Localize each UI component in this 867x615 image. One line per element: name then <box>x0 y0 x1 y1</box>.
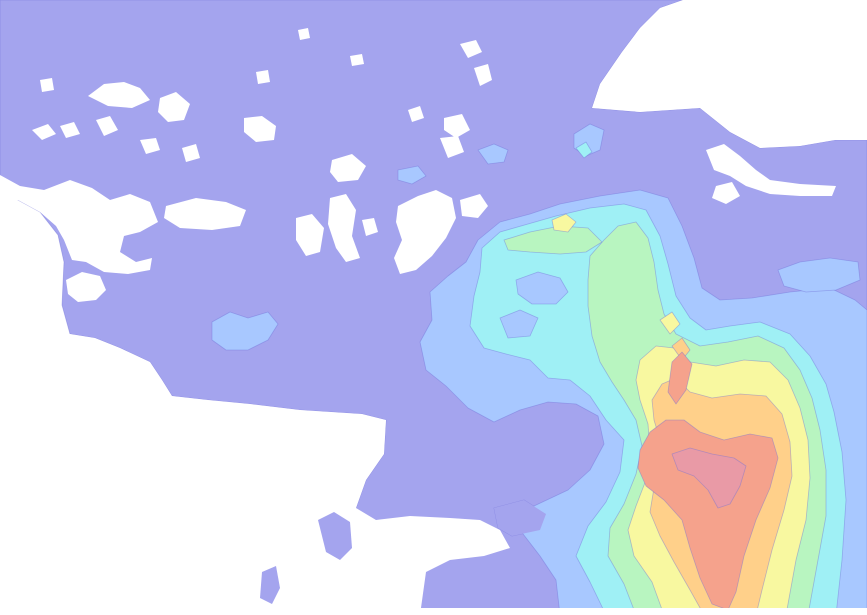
land-south-inlet-a <box>318 512 352 560</box>
island-northwest-9 <box>40 78 54 92</box>
island-central-3 <box>296 214 324 256</box>
island-north-2 <box>474 64 492 86</box>
island-northwest-1 <box>88 82 150 108</box>
island-central-5 <box>394 190 456 274</box>
band-level-8 <box>671 447 747 509</box>
island-northwest-5 <box>96 116 118 136</box>
band-level-7-streak <box>667 351 693 405</box>
land-south-inlet-c <box>494 500 546 536</box>
island-north-7 <box>444 114 470 138</box>
land-islands <box>0 28 836 456</box>
island-northwest-2 <box>158 92 190 122</box>
island-northwest-3 <box>32 124 56 140</box>
island-central-4 <box>328 194 360 262</box>
band-level-8-peak <box>671 447 747 509</box>
island-east-1 <box>706 144 836 196</box>
band-level-5-spot-mid <box>659 311 681 335</box>
island-northwest-6 <box>140 138 160 154</box>
island-northwest-8 <box>244 116 276 142</box>
land-northeast <box>592 0 867 148</box>
band-level-2-blob-north <box>477 143 509 165</box>
island-central-6 <box>460 194 488 218</box>
island-west-coast <box>0 175 158 274</box>
band-level-2-blob-west <box>211 311 279 351</box>
band-level-5-spot-north <box>551 213 577 233</box>
island-north-6 <box>408 106 424 122</box>
island-north-5 <box>256 70 270 84</box>
island-north-4 <box>298 28 310 40</box>
island-north-8 <box>440 136 464 158</box>
land-south-inlet-b <box>260 566 280 604</box>
island-central-2 <box>164 198 246 230</box>
land-south <box>0 334 510 615</box>
island-north-3 <box>350 54 364 66</box>
band-level-3-hole-b <box>499 309 539 339</box>
land-bottom-edge <box>420 608 867 615</box>
band-level-2-blob-mid <box>397 165 427 185</box>
band-level-3-hole-a <box>515 271 569 305</box>
island-north-1 <box>460 40 482 58</box>
island-northwest-7 <box>182 144 200 162</box>
island-central-7 <box>362 218 378 236</box>
island-northwest-4 <box>60 122 80 138</box>
island-central-1 <box>330 154 366 182</box>
band-level-4-ridge-north <box>503 225 603 255</box>
band-level-3-spot-north <box>575 141 593 159</box>
band-level-2-blob-east <box>777 257 861 293</box>
island-east-2 <box>712 182 740 204</box>
island-west-small <box>66 272 106 302</box>
